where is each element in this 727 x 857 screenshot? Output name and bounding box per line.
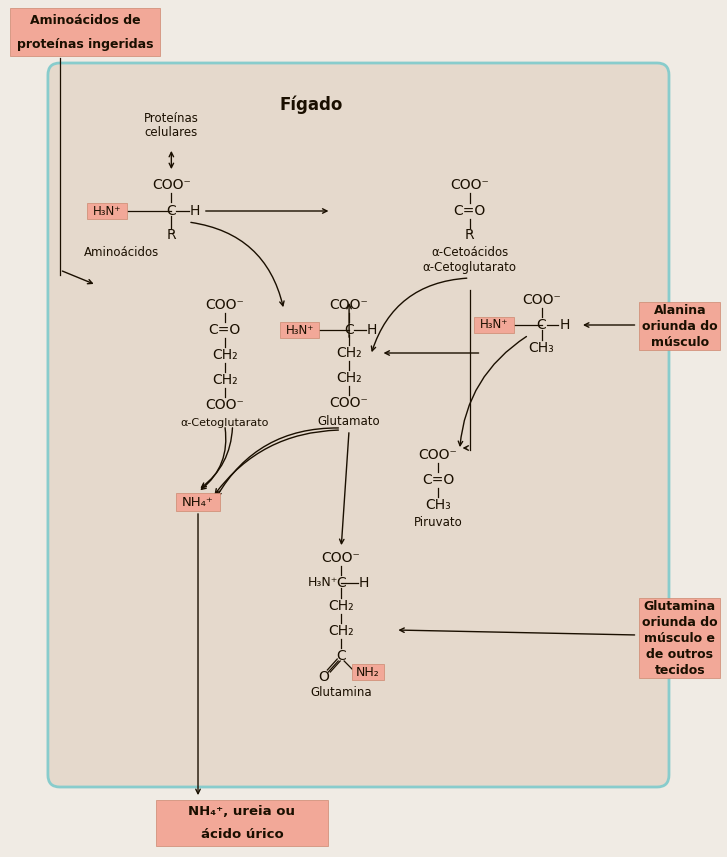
FancyBboxPatch shape xyxy=(475,317,514,333)
Text: H₃N⁺: H₃N⁺ xyxy=(480,319,508,332)
Text: CH₂: CH₂ xyxy=(212,348,238,362)
Text: CH₂: CH₂ xyxy=(337,346,362,360)
FancyArrowPatch shape xyxy=(215,430,338,494)
Text: COO⁻: COO⁻ xyxy=(205,398,244,412)
Text: COO⁻: COO⁻ xyxy=(419,448,457,462)
Text: COO⁻: COO⁻ xyxy=(152,178,190,192)
FancyArrowPatch shape xyxy=(191,222,284,306)
Text: R: R xyxy=(166,228,176,242)
Text: NH₄⁺, ureia ou: NH₄⁺, ureia ou xyxy=(188,805,295,818)
Text: ácido úrico: ácido úrico xyxy=(201,828,284,841)
Text: COO⁻: COO⁻ xyxy=(322,551,361,565)
Text: CH₂: CH₂ xyxy=(329,624,354,638)
Text: de outros: de outros xyxy=(646,648,713,661)
Text: H: H xyxy=(358,576,369,590)
Text: H₃N⁺: H₃N⁺ xyxy=(308,577,339,590)
Text: Aminoácidos de: Aminoácidos de xyxy=(30,14,141,27)
Text: H₃N⁺: H₃N⁺ xyxy=(93,205,121,218)
Text: proteínas ingeridas: proteínas ingeridas xyxy=(17,38,153,51)
Text: H: H xyxy=(366,323,377,337)
Text: CH₃: CH₃ xyxy=(529,341,555,355)
Text: celulares: celulares xyxy=(145,125,198,139)
Text: α-Cetoglutarato: α-Cetoglutarato xyxy=(422,261,517,274)
Text: CH₂: CH₂ xyxy=(329,599,354,613)
FancyBboxPatch shape xyxy=(156,800,329,846)
Text: C: C xyxy=(344,323,354,337)
FancyArrowPatch shape xyxy=(217,428,338,496)
Text: COO⁻: COO⁻ xyxy=(450,178,489,192)
FancyBboxPatch shape xyxy=(352,664,384,680)
Text: C: C xyxy=(337,649,346,663)
Text: NH₂: NH₂ xyxy=(356,666,379,679)
Text: α-Cetoácidos: α-Cetoácidos xyxy=(431,245,508,259)
Text: tecidos: tecidos xyxy=(654,663,705,676)
Text: C: C xyxy=(337,576,346,590)
Text: músculo e: músculo e xyxy=(644,632,715,644)
Text: Aminoácidos: Aminoácidos xyxy=(84,245,160,259)
FancyBboxPatch shape xyxy=(639,598,720,678)
Text: H₃N⁺: H₃N⁺ xyxy=(286,323,314,337)
Text: C=O: C=O xyxy=(454,204,486,218)
FancyBboxPatch shape xyxy=(87,203,127,219)
FancyArrowPatch shape xyxy=(458,337,526,446)
Text: Glutamina: Glutamina xyxy=(644,600,716,613)
FancyArrowPatch shape xyxy=(201,428,233,488)
Text: Glutamina: Glutamina xyxy=(310,686,372,699)
Text: NH₄⁺: NH₄⁺ xyxy=(182,495,214,508)
Text: oriunda do: oriunda do xyxy=(642,615,718,628)
Text: Glutamato: Glutamato xyxy=(318,415,380,428)
Text: Alanina: Alanina xyxy=(654,303,706,316)
Text: Fígado: Fígado xyxy=(280,96,343,114)
Text: Proteínas: Proteínas xyxy=(144,111,198,124)
Text: C: C xyxy=(166,204,176,218)
Text: C=O: C=O xyxy=(209,323,241,337)
Text: O: O xyxy=(318,670,329,684)
FancyArrowPatch shape xyxy=(201,428,226,489)
Text: CH₃: CH₃ xyxy=(425,498,451,512)
Text: α-Cetoglutarato: α-Cetoglutarato xyxy=(180,418,269,428)
Text: C=O: C=O xyxy=(422,473,454,487)
Text: C: C xyxy=(537,318,547,332)
Text: H: H xyxy=(559,318,569,332)
FancyBboxPatch shape xyxy=(48,63,669,787)
Text: Piruvato: Piruvato xyxy=(414,516,462,529)
FancyBboxPatch shape xyxy=(639,302,720,350)
Text: H: H xyxy=(190,204,200,218)
Text: CH₂: CH₂ xyxy=(212,373,238,387)
Text: COO⁻: COO⁻ xyxy=(329,298,369,312)
Text: CH₂: CH₂ xyxy=(337,371,362,385)
Text: COO⁻: COO⁻ xyxy=(205,298,244,312)
Text: R: R xyxy=(465,228,474,242)
Text: oriunda do: oriunda do xyxy=(642,320,718,333)
FancyBboxPatch shape xyxy=(10,8,161,56)
FancyArrowPatch shape xyxy=(371,279,467,351)
FancyBboxPatch shape xyxy=(280,322,319,338)
Text: COO⁻: COO⁻ xyxy=(522,293,561,307)
Text: COO⁻: COO⁻ xyxy=(329,396,369,410)
Text: músculo: músculo xyxy=(651,335,709,349)
FancyBboxPatch shape xyxy=(176,493,220,511)
